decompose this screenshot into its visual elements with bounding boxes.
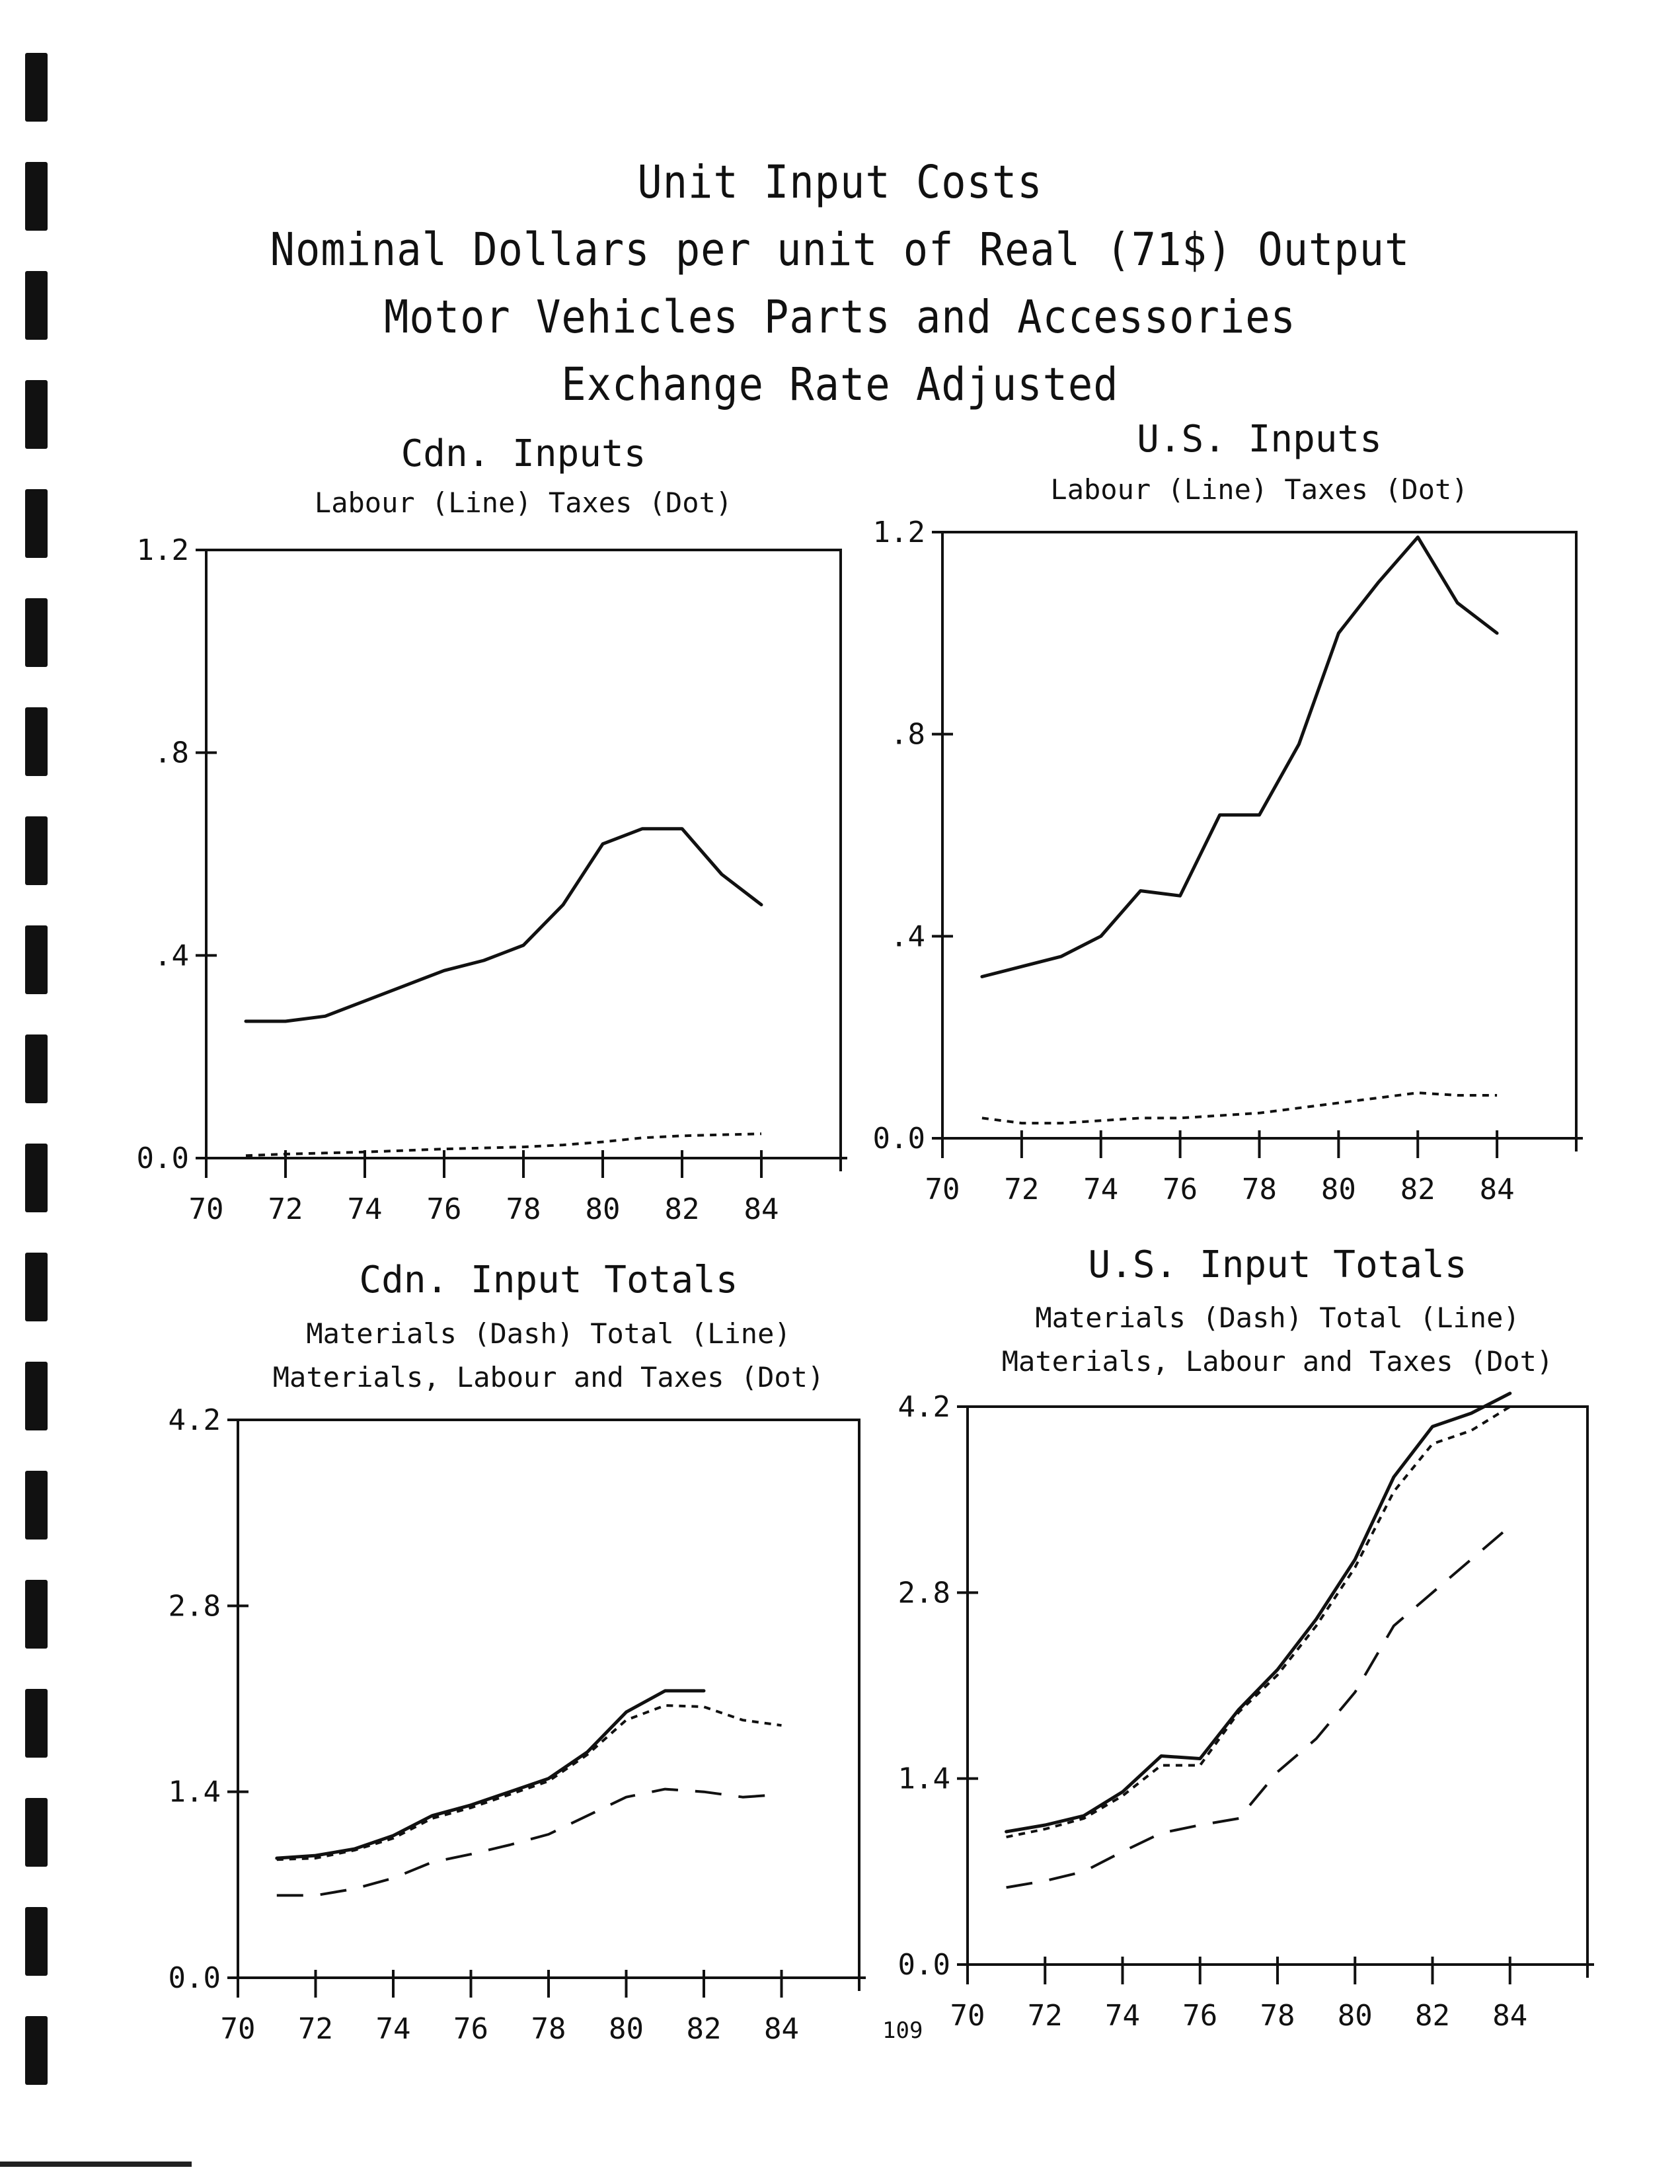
chart-1-x-tick-label: 74 xyxy=(348,1192,383,1226)
chart-2-x-tick-label: 84 xyxy=(1480,1173,1515,1206)
chart-1-y-tick-label: .4 xyxy=(154,939,189,972)
chart-3-x-tick-label: 84 xyxy=(764,2012,799,2046)
chart-1-series-line xyxy=(244,827,763,1023)
chart-4-x-tick-label: 72 xyxy=(1028,1999,1063,2033)
chart-4-series-dot xyxy=(1006,1405,1511,1839)
chart-2-y-tick-label: 1.2 xyxy=(873,516,925,549)
chart-4-y-tick-label: 1.4 xyxy=(898,1762,950,1796)
chart-1-x-tick-label: 82 xyxy=(665,1192,700,1226)
chart-4-x-tick-label: 78 xyxy=(1260,1999,1295,2033)
chart-3-legend-line: Materials, Labour and Taxes (Dot) xyxy=(273,1361,824,1393)
chart-3-x-tick-label: 74 xyxy=(376,2012,411,2046)
chart-3-x-tick-label: 76 xyxy=(453,2012,488,2046)
chart-4-frame xyxy=(966,1405,1589,1978)
chart-3-series-dot xyxy=(276,1704,782,1861)
chart-2-legend-line: Labour (Line) Taxes (Dot) xyxy=(1050,473,1468,506)
chart-2-x-tick-label: 72 xyxy=(1004,1173,1039,1206)
chart-1-y-tick-label: 0.0 xyxy=(137,1142,189,1175)
chart-1-frame xyxy=(205,549,842,1171)
chart-3-y-tick-label: 2.8 xyxy=(169,1589,221,1623)
chart-1-x-tick-label: 72 xyxy=(268,1192,303,1226)
page-subtitle-units: Nominal Dollars per unit of Real (71$) O… xyxy=(270,223,1410,276)
chart-3-series-line xyxy=(275,1689,706,1860)
chart-1-x-tick-label: 76 xyxy=(427,1192,462,1226)
chart-3-title: Cdn. Input Totals xyxy=(359,1259,738,1302)
chart-4-y-tick-label: 0.0 xyxy=(898,1948,950,1982)
chart-2-x-tick-label: 76 xyxy=(1163,1173,1198,1206)
chart-1-legend-line: Labour (Line) Taxes (Dot) xyxy=(315,487,732,519)
chart-4-y-tick-label: 2.8 xyxy=(898,1576,950,1610)
chart-4-legend-line: Materials (Dash) Total (Line) xyxy=(1035,1302,1519,1334)
chart-1-y-tick-label: .8 xyxy=(154,736,189,770)
chart-4-legend-line: Materials, Labour and Taxes (Dot) xyxy=(1002,1345,1553,1378)
chart-3-x-tick-label: 72 xyxy=(298,2012,333,2046)
chart-4-x-tick-label: 80 xyxy=(1338,1999,1373,2033)
chart-3-x-tick-label: 82 xyxy=(687,2012,722,2046)
chart-4-series-line xyxy=(1005,1391,1512,1834)
chart-3-y-tick-label: 0.0 xyxy=(169,1961,221,1995)
page-title-block: Unit Input Costs Nominal Dollars per uni… xyxy=(0,149,1680,418)
chart-3-x-tick-label: 80 xyxy=(609,2012,644,2046)
page-title: Unit Input Costs xyxy=(637,155,1043,209)
chart-4-title: U.S. Input Totals xyxy=(1088,1243,1467,1286)
chart-2-frame xyxy=(941,531,1578,1151)
page-number: 109 xyxy=(882,2017,923,2044)
chart-2-series-line xyxy=(980,535,1499,978)
page-subtitle-industry: Motor Vehicles Parts and Accessories xyxy=(384,290,1296,344)
chart-2-x-tick-label: 74 xyxy=(1083,1173,1118,1206)
chart-3-x-tick-label: 70 xyxy=(221,2012,256,2046)
binding-holes xyxy=(25,40,48,2128)
chart-3-legend-line: Materials (Dash) Total (Line) xyxy=(306,1317,790,1350)
chart-4-series-dash xyxy=(1006,1525,1511,1889)
chart-4-x-tick-label: 70 xyxy=(950,1999,985,2033)
chart-1-x-tick-label: 80 xyxy=(586,1192,621,1226)
chart-2-title: U.S. Inputs xyxy=(1137,418,1382,461)
chart-1-x-tick-label: 78 xyxy=(506,1192,541,1226)
chart-2-x-tick-label: 82 xyxy=(1400,1173,1435,1206)
chart-4-x-tick-label: 74 xyxy=(1105,1999,1140,2033)
bottom-edge-mark xyxy=(0,2162,192,2167)
chart-2-x-tick-label: 80 xyxy=(1321,1173,1356,1206)
chart-3-frame xyxy=(237,1419,860,1991)
chart-2-x-tick-label: 78 xyxy=(1242,1173,1277,1206)
chart-1-x-tick-label: 70 xyxy=(189,1192,224,1226)
chart-2-x-tick-label: 70 xyxy=(925,1173,960,1206)
chart-4-y-tick-label: 4.2 xyxy=(898,1390,950,1424)
chart-3-y-tick-label: 4.2 xyxy=(169,1403,221,1437)
chart-3-x-tick-label: 78 xyxy=(531,2012,566,2046)
chart-2-y-tick-label: .8 xyxy=(890,718,925,752)
chart-2-series-dot xyxy=(981,1091,1498,1125)
chart-4-x-tick-label: 84 xyxy=(1492,1999,1527,2033)
chart-1-x-tick-label: 84 xyxy=(744,1192,779,1226)
chart-2-y-tick-label: .4 xyxy=(890,919,925,953)
chart-1-title: Cdn. Inputs xyxy=(401,432,646,475)
chart-4-x-tick-label: 82 xyxy=(1415,1999,1450,2033)
chart-2-y-tick-label: 0.0 xyxy=(873,1122,925,1155)
chart-4-x-tick-label: 76 xyxy=(1182,1999,1217,2033)
chart-1-series-dot xyxy=(245,1132,762,1157)
chart-1-y-tick-label: 1.2 xyxy=(137,533,189,567)
chart-3-series-dash xyxy=(276,1787,782,1897)
page-subtitle-adjustment: Exchange Rate Adjusted xyxy=(561,358,1119,411)
chart-3-y-tick-label: 1.4 xyxy=(169,1775,221,1809)
